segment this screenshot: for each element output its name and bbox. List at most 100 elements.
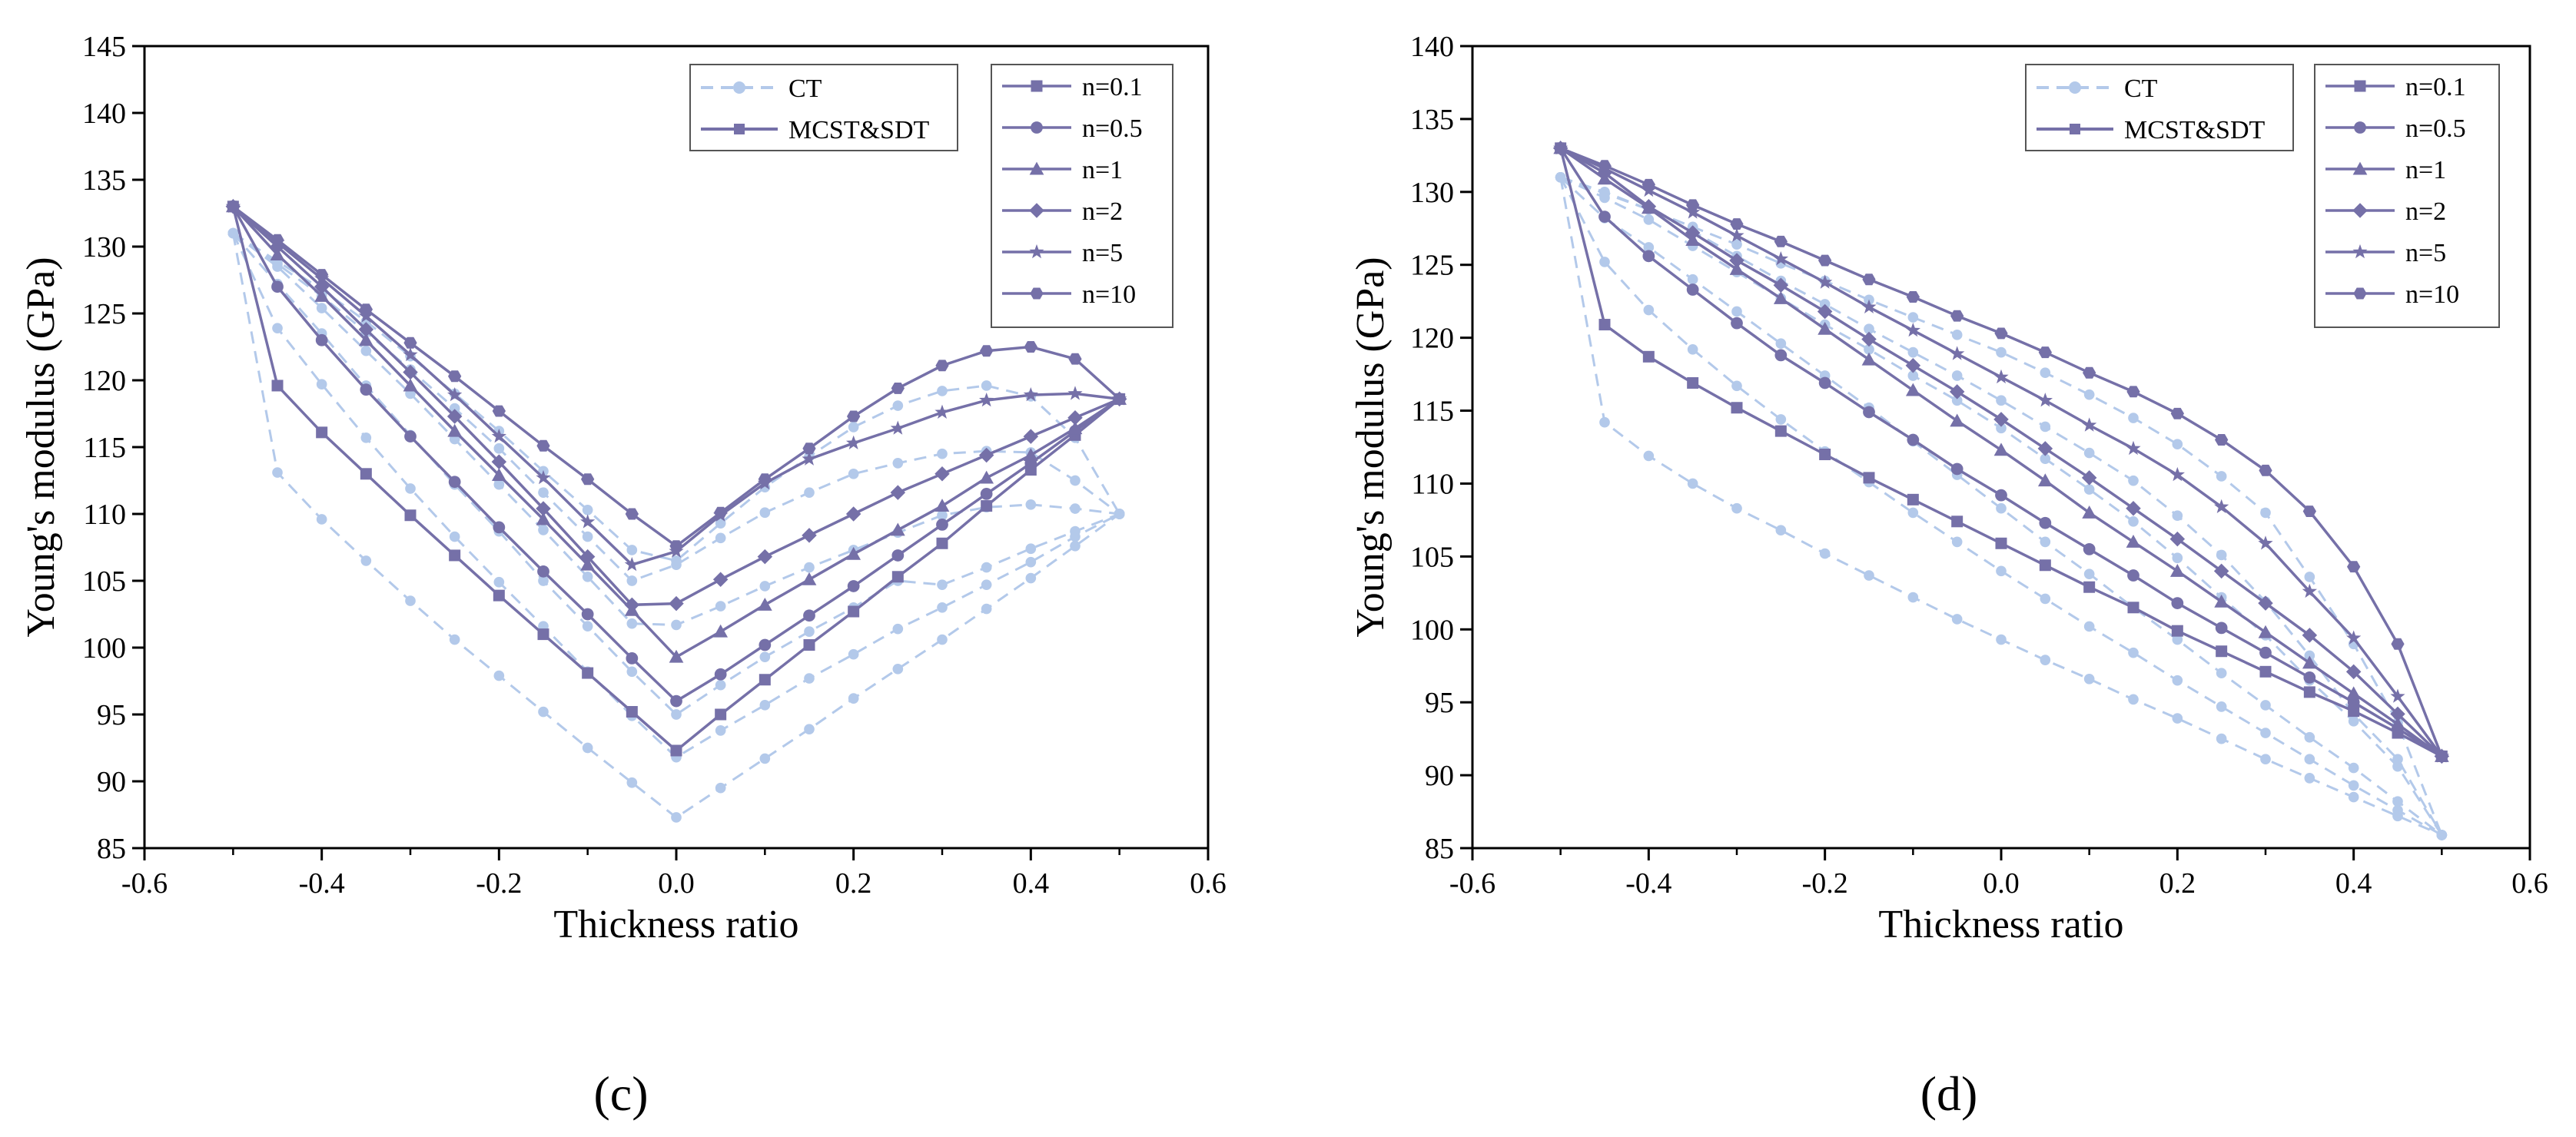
ct-point-n=5 — [626, 575, 638, 586]
ct-point-n=0.5 — [1643, 304, 1655, 316]
axis-ticks: -0.6 -0.4 -0.2 0.0 0.2 0.4 0.6 85 90 95 100 105 110 1… — [1410, 31, 2548, 900]
mcst-point-n=2 — [446, 409, 463, 424]
ct-point-n=0.1 — [804, 724, 815, 734]
mcst-point-n=2 — [358, 322, 374, 337]
mcst-point-n=0.5 — [360, 383, 373, 396]
ct-point-n=2 — [671, 619, 682, 631]
ct-point-n=2 — [1025, 499, 1037, 510]
x-tick-label: 0.2 — [835, 867, 872, 900]
legend-marker-n=1 — [1029, 161, 1044, 175]
ct-point-n=2 — [316, 303, 327, 313]
legend-ct-marker — [2069, 81, 2081, 94]
ct-point-n=0.1 — [892, 664, 904, 675]
mcst-point-n=10 — [2126, 386, 2140, 398]
mcst-point-n=0.5 — [759, 638, 772, 651]
ct-point-n=0.1 — [2260, 754, 2271, 765]
mcst-point-n=0.1 — [2216, 645, 2228, 658]
ct-point-n=2 — [626, 618, 638, 629]
ct-point-n=5 — [2216, 549, 2227, 561]
ct-point-n=0.5 — [2128, 647, 2139, 658]
legend-mcst-label: MCST&SDT — [2124, 116, 2265, 144]
ct-point-n=0.5 — [2348, 780, 2359, 791]
ct-point-n=2 — [1070, 503, 1081, 514]
ct-point-n=5 — [2128, 475, 2139, 486]
mcst-point-n=0.1 — [1687, 376, 1699, 389]
mcst-point-n=2 — [1773, 277, 1789, 293]
y-tick-label: 85 — [1425, 833, 1454, 865]
ct-point-n=10 — [981, 380, 992, 391]
ct-point-n=10 — [1114, 509, 1125, 519]
mcst-point-n=0.1 — [404, 509, 417, 522]
ct-point-n=0.5 — [449, 531, 460, 542]
mcst-point-n=5 — [2126, 440, 2141, 456]
ct-point-n=0.1 — [449, 634, 460, 645]
ct-point-n=1 — [1731, 306, 1742, 317]
ct-point-n=2 — [582, 571, 593, 582]
ct-point-n=5 — [1907, 346, 1919, 358]
ct-point-n=1 — [1996, 502, 2007, 514]
mcst-point-n=2 — [1993, 412, 2009, 427]
mcst-point-n=0.5 — [2039, 516, 2052, 529]
mcst-point-n=0.1 — [891, 571, 904, 583]
legend-marker-n=0.5 — [2354, 121, 2366, 134]
mcst-point-n=2 — [712, 572, 729, 588]
ct-point-n=1 — [582, 621, 593, 631]
mcst-point-n=1 — [934, 499, 950, 512]
mcst-point-n=5 — [358, 308, 373, 323]
ct-point-n=5 — [937, 448, 948, 459]
mcst-point-n=0.5 — [1598, 210, 1611, 223]
mcst-point-n=1 — [447, 423, 463, 437]
mcst-point-n=2 — [1817, 303, 1833, 320]
mcst-point-n=0.1 — [848, 605, 860, 618]
mcst-point-n=2 — [1685, 225, 1701, 240]
mcst-point-n=10 — [1113, 393, 1127, 405]
x-tick-label: -0.6 — [1449, 867, 1495, 900]
mcst-point-n=5 — [536, 469, 551, 485]
ct-point-n=0.1 — [981, 603, 992, 615]
mcst-point-n=0.1 — [449, 549, 461, 562]
mcst-point-n=10 — [448, 370, 462, 383]
ct-point-n=0.1 — [2304, 773, 2315, 784]
mcst-point-n=0.1 — [2259, 665, 2272, 678]
legend-method: CT MCST&SDT — [689, 64, 958, 151]
ct-point-n=0.1 — [1996, 634, 2007, 645]
mcst-point-n=10 — [1554, 142, 1568, 154]
mcst-point-n=10 — [1862, 273, 1876, 286]
mcst-point-n=5 — [1067, 386, 1083, 400]
mcst-point-n=0.1 — [1995, 537, 2007, 549]
mcst-point-n=0.1 — [1907, 493, 1919, 506]
ct-point-n=1 — [2216, 668, 2227, 679]
mcst-point-n=0.5 — [1950, 462, 1964, 476]
mcst-point-n=0.5 — [537, 565, 549, 578]
mcst-point-n=0.1 — [360, 468, 372, 480]
legend-ct-label: CT — [2124, 75, 2158, 103]
mcst-point-n=1 — [2169, 563, 2185, 577]
ct-point-n=0.1 — [671, 812, 682, 823]
ct-point-n=10 — [1555, 172, 1566, 183]
ct-point-n=0.1 — [1070, 540, 1081, 552]
mcst-point-n=0.1 — [1774, 425, 1787, 437]
ct-point-n=10 — [1907, 312, 1919, 323]
mcst-point-n=0.5 — [2171, 597, 2184, 609]
mcst-point-n=0.5 — [1686, 283, 1699, 296]
ct-point-n=0.5 — [1731, 380, 1742, 392]
ct-point-n=0.1 — [1643, 450, 1655, 462]
ct-point-n=0.1 — [2348, 791, 2359, 803]
mcst-point-n=0.5 — [2259, 646, 2272, 659]
y-tick-label: 90 — [1425, 760, 1454, 792]
mcst-point-n=2 — [2037, 441, 2053, 456]
mcst-point-n=0.5 — [2215, 622, 2228, 635]
mcst-point-n=0.5 — [448, 476, 461, 489]
x-tick-label: -0.4 — [1625, 867, 1671, 900]
mcst-point-n=2 — [1861, 331, 1877, 347]
ct-point-n=0.1 — [272, 467, 283, 478]
ct-point-n=2 — [804, 562, 815, 573]
ct-point-n=0.5 — [2172, 675, 2183, 686]
ct-point-n=0.5 — [1907, 507, 1919, 519]
ct-point-n=0.5 — [981, 579, 992, 591]
ct-point-n=0.5 — [1599, 257, 1610, 267]
mcst-point-n=0.1 — [1642, 350, 1655, 363]
ct-point-n=1 — [671, 709, 682, 720]
mcst-point-n=0.1 — [1598, 319, 1611, 331]
x-tick-label: 0.6 — [2511, 867, 2548, 900]
